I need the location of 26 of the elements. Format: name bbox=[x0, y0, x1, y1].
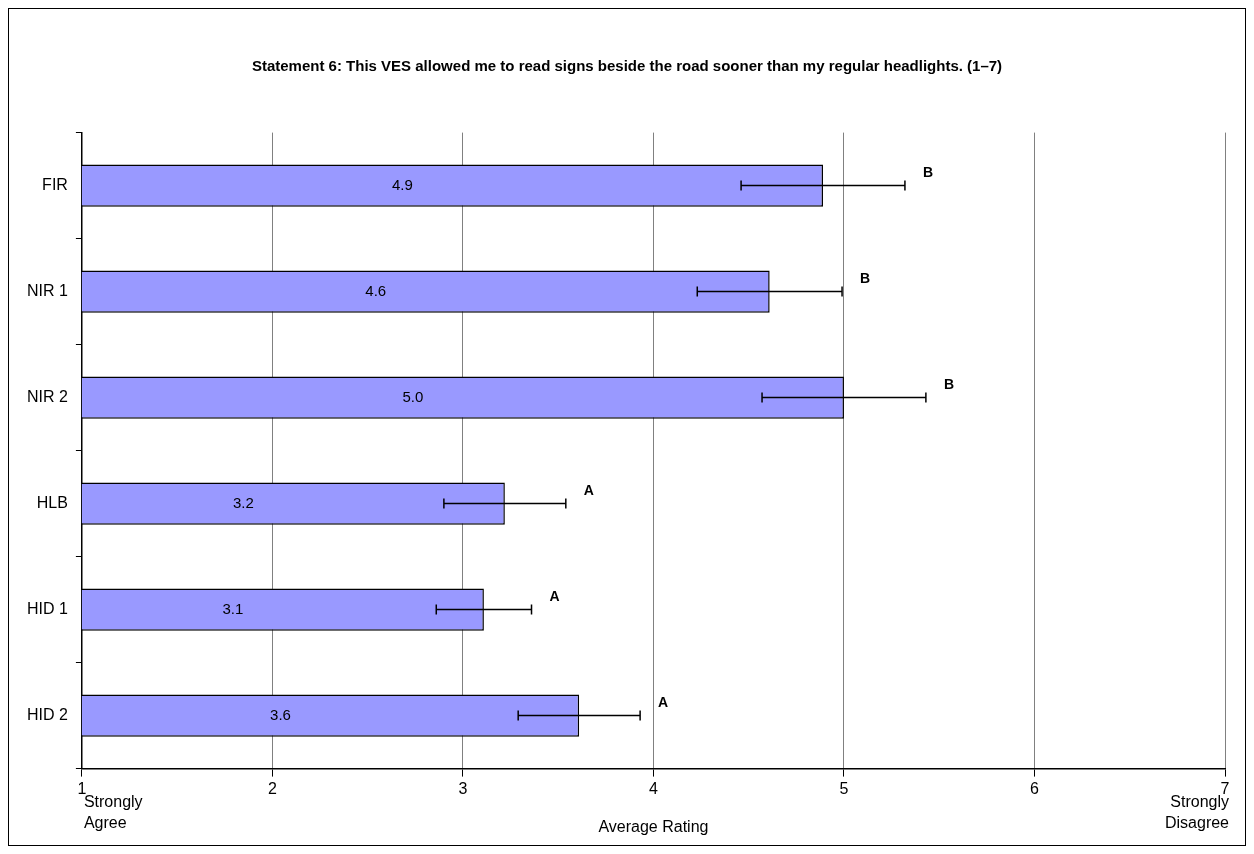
x-tick-label: 3 bbox=[458, 779, 468, 797]
annotation: A bbox=[549, 588, 560, 605]
data-label: 5.0 bbox=[402, 387, 424, 405]
data-label: 3.6 bbox=[270, 705, 291, 723]
annotation: A bbox=[658, 694, 669, 711]
y-tick-label: HID 1 bbox=[26, 600, 68, 618]
annotation: B bbox=[943, 376, 955, 393]
x-tick-label: 6 bbox=[1030, 779, 1040, 797]
x-tick-label: 5 bbox=[839, 779, 849, 797]
data-label: 4.6 bbox=[365, 281, 387, 299]
data-label: 3.1 bbox=[222, 599, 244, 617]
x-tick-label: 2 bbox=[267, 779, 277, 797]
y-tick-label: NIR 1 bbox=[26, 282, 68, 300]
y-tick-label: HID 2 bbox=[26, 706, 68, 724]
y-tick-label: HLB bbox=[36, 494, 68, 512]
annotation: B bbox=[922, 164, 934, 181]
chart-title: Statement 6: This VES allowed me to read signs beside the road sooner than my regular headlights. (1–7) bbox=[250, 56, 1004, 76]
x-axis-title: Average Rating bbox=[598, 817, 709, 835]
x-tick-label: 4 bbox=[649, 779, 658, 797]
annotation: A bbox=[583, 482, 594, 499]
annotation: B bbox=[860, 270, 871, 287]
y-tick-label: FIR bbox=[42, 176, 68, 194]
text: Strongly Agree bbox=[83, 793, 143, 832]
data-label: 4.9 bbox=[392, 175, 413, 193]
data-label: 3.2 bbox=[232, 493, 254, 511]
y-tick-label: NIR 2 bbox=[26, 388, 68, 406]
